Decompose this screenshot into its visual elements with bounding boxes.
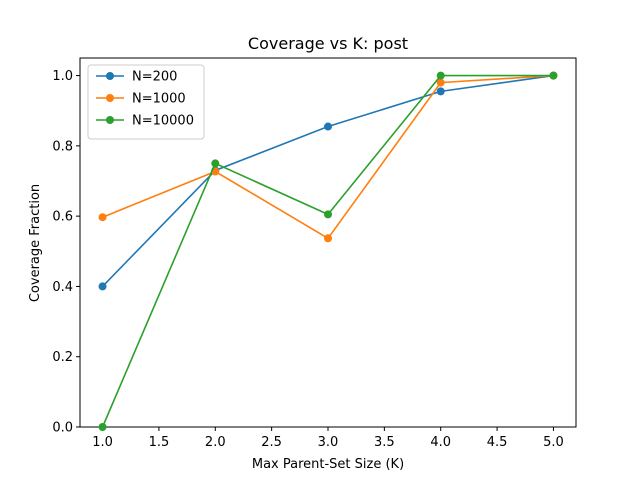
data-point-N=1000-0: [98, 213, 107, 222]
x-axis-label: Max Parent-Set Size (K): [252, 457, 404, 472]
data-point-N=200-0: [98, 282, 107, 291]
x-tick-label-6: 4.0: [430, 435, 451, 450]
x-tick-label-0: 1.0: [92, 435, 113, 450]
data-point-N=10000-2: [324, 210, 332, 219]
data-point-N=200-3: [436, 87, 445, 96]
data-point-N=10000-4: [549, 71, 558, 80]
legend-marker-N=10000: [106, 116, 114, 124]
x-tick-label-3: 2.5: [261, 435, 282, 450]
y-tick-label-3: 0.6: [52, 210, 73, 225]
y-tick-label-2: 0.4: [52, 280, 73, 295]
x-tick-label-4: 3.0: [318, 435, 339, 450]
x-tick-label-2: 2.0: [205, 435, 226, 450]
data-point-N=10000-0: [98, 423, 107, 431]
plot-area: 1.0 1.5 2.0 2.5 3.0 3.5 4.0 4.5 5.0 0.0 0.2 0.4 0.6 0…: [52, 57, 577, 450]
y-axis-label: Coverage Fraction: [28, 184, 43, 302]
data-point-N=1000-2: [324, 234, 332, 243]
legend-label-N=200: N=200: [132, 70, 177, 85]
x-tick-label-1: 1.5: [149, 435, 170, 450]
y-tick-label-4: 0.8: [52, 139, 73, 154]
y-tick-label-0: 0.0: [52, 421, 73, 436]
data-point-N=10000-1: [211, 159, 220, 168]
data-point-N=1000-3: [436, 78, 445, 87]
y-tick-label-1: 0.2: [52, 350, 73, 365]
y-tick-label-5: 1.0: [52, 69, 73, 84]
legend-label-N=10000: N=10000: [132, 114, 194, 129]
chart-title: Coverage vs K: post: [248, 34, 408, 53]
x-tick-label-5: 3.5: [374, 435, 395, 450]
legend-marker-N=200: [106, 72, 114, 80]
data-point-N=200-2: [324, 122, 332, 131]
legend: N=200 N=1000 N=10000: [87, 64, 205, 140]
legend-label-N=1000: N=1000: [132, 92, 186, 107]
x-tick-label-7: 4.5: [487, 435, 508, 450]
legend-marker-N=1000: [106, 94, 114, 102]
x-tick-label-8: 5.0: [543, 435, 564, 450]
data-point-N=10000-3: [436, 71, 445, 80]
